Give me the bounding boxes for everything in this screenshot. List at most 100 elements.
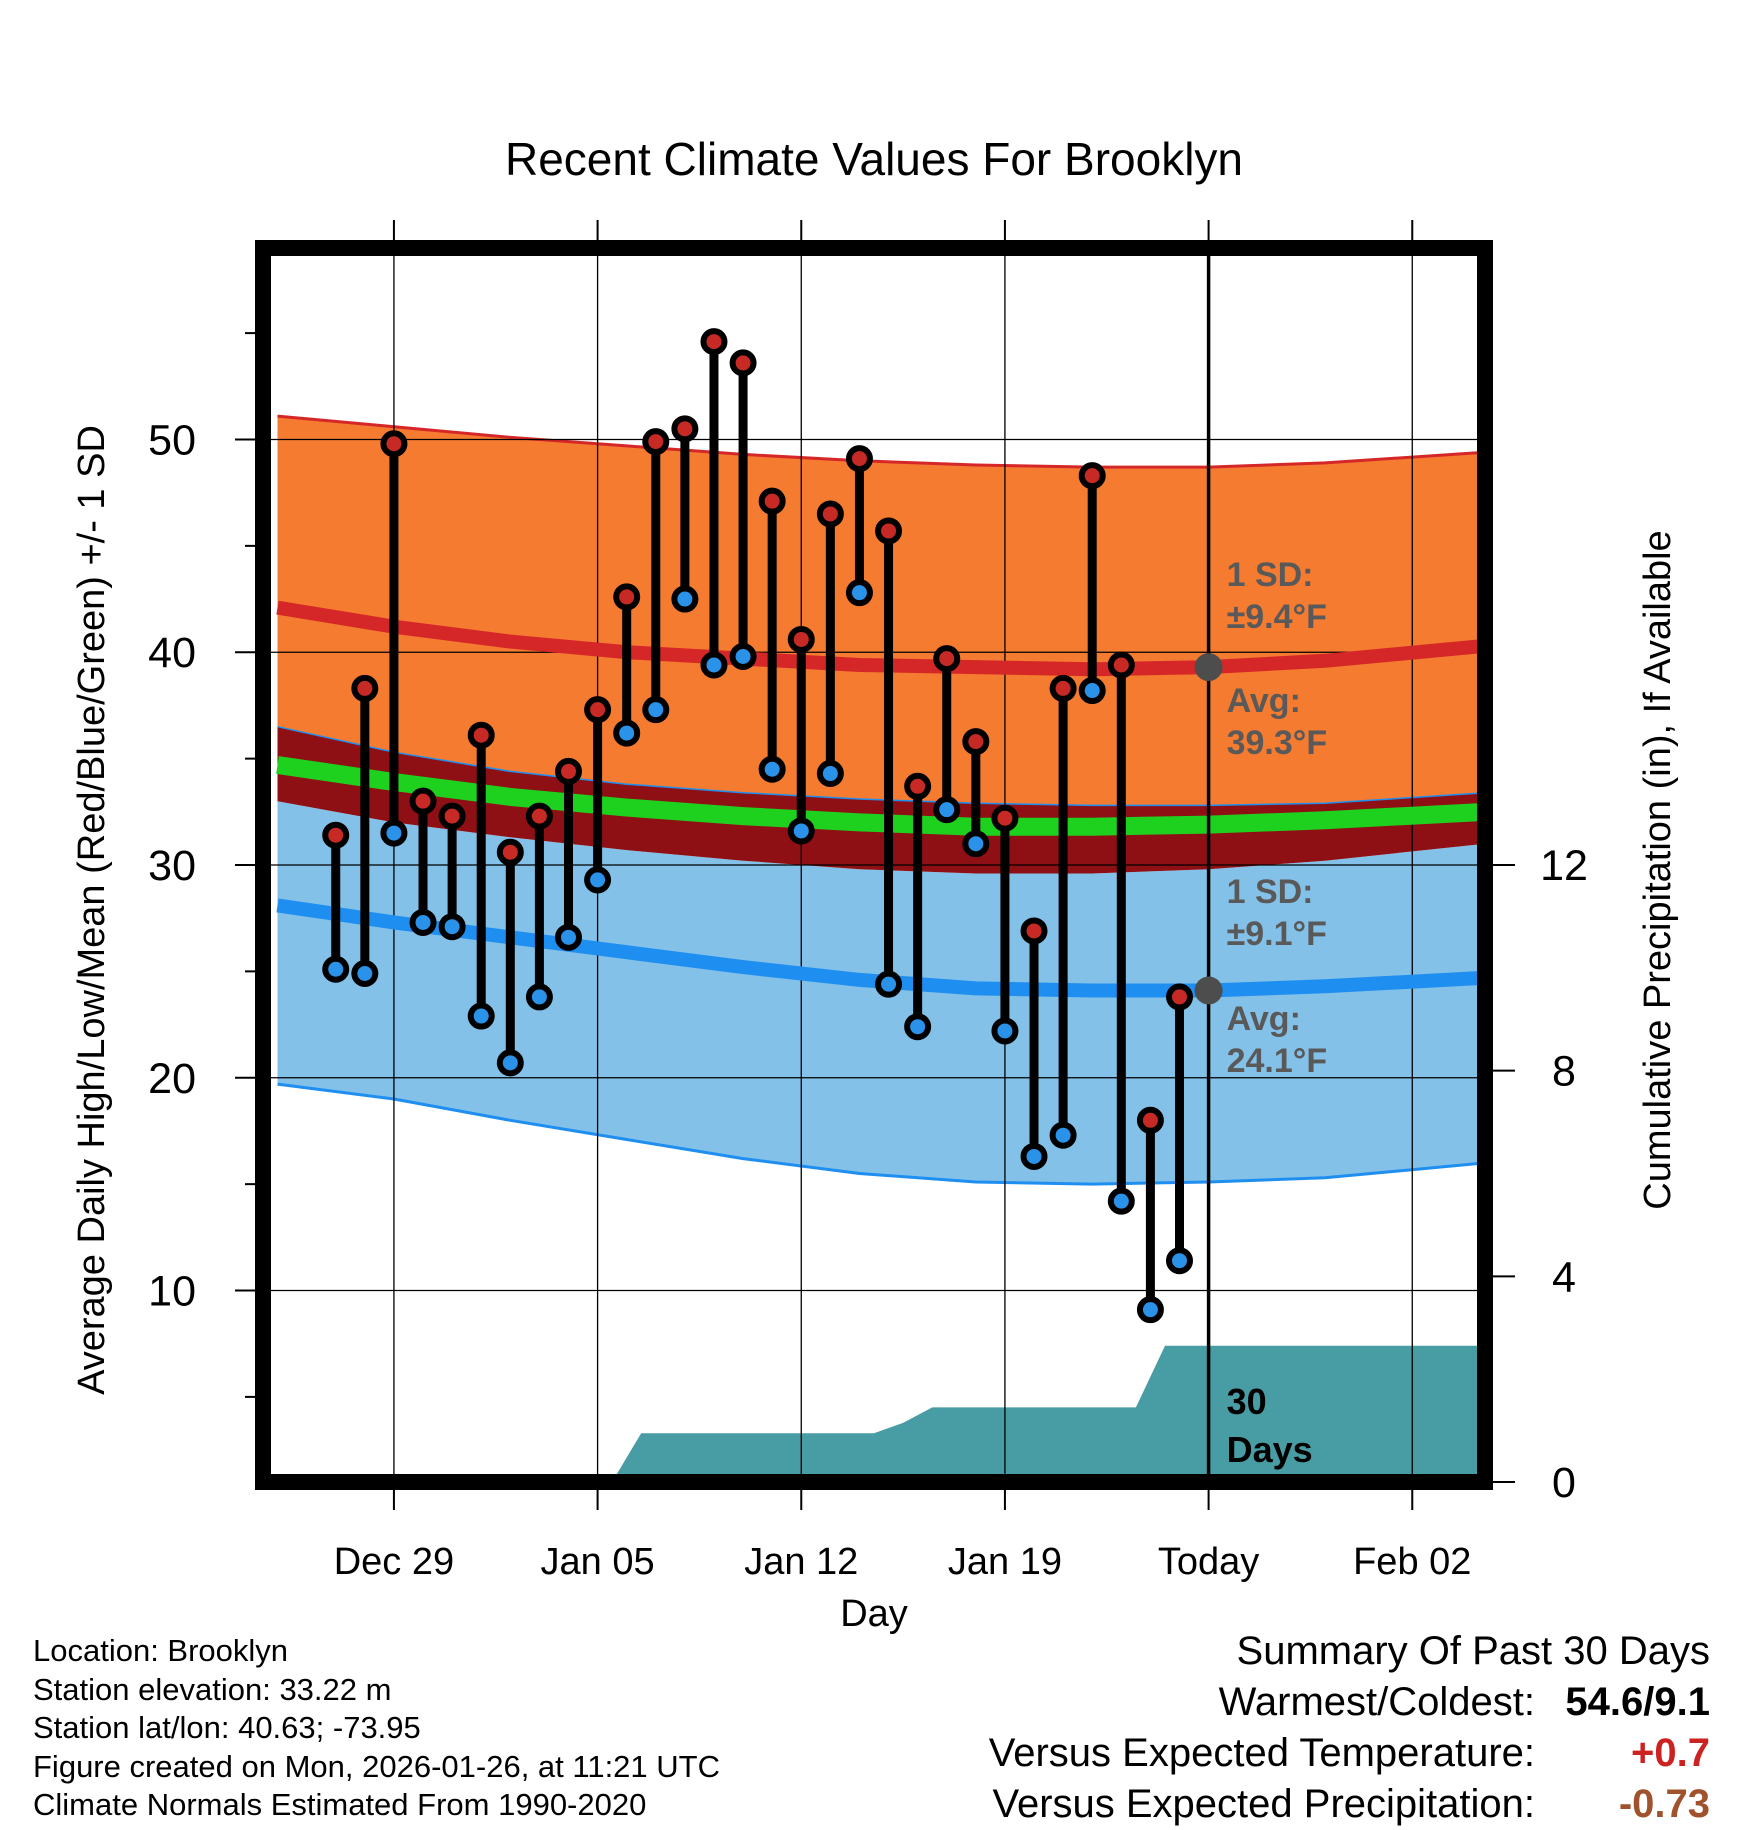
normals-text: Climate Normals Estimated From 1990-2020 (33, 1787, 647, 1822)
obs-high-point (555, 757, 582, 785)
summary-panel: Summary Of Past 30 Days Warmest/Coldest:… (989, 1626, 1710, 1830)
obs-high-point (933, 645, 961, 673)
obs-low-point (1107, 1187, 1135, 1215)
precip-vs-expected-label: Versus Expected Precipitation: (992, 1782, 1535, 1826)
today-high-avg-marker (1194, 653, 1223, 682)
obs-high-point (962, 728, 990, 756)
obs-low-point (700, 651, 728, 679)
obs-low-point (671, 585, 699, 613)
low-avg-value: 24.1°F (1227, 1042, 1328, 1080)
chart-title: Recent Climate Values For Brooklyn (505, 133, 1243, 185)
x-tick-label: Jan 12 (744, 1541, 858, 1583)
obs-high-point (816, 500, 844, 528)
high-avg-label: Avg: (1227, 682, 1301, 720)
low-sd-value: ±9.1°F (1227, 915, 1327, 953)
obs-low-point (933, 796, 961, 824)
obs-low-point (351, 960, 379, 988)
precip-days-label: Days (1227, 1429, 1313, 1470)
warmest-coldest-row: Warmest/Coldest: 54.6/9.1 (989, 1677, 1710, 1728)
obs-high-point (700, 328, 728, 356)
mean-avg-line (276, 756, 1485, 836)
obs-low-point (584, 866, 612, 894)
obs-low-point (525, 983, 553, 1011)
obs-low-point (787, 817, 815, 845)
obs-high-point (613, 583, 641, 611)
x-tick-label: Dec 29 (334, 1541, 454, 1583)
obs-low-point (438, 913, 466, 941)
warmest-coldest-label: Warmest/Coldest: (1218, 1680, 1535, 1724)
obs-low-point (1020, 1142, 1048, 1170)
low-sd-label: 1 SD: (1227, 873, 1314, 911)
obs-low-point (845, 579, 873, 607)
obs-high-point (845, 445, 873, 473)
plot-area: 1 SD: ±9.4°F Avg: 39.3°F 1 SD: ±9.1°F Avg: 24.1… (263, 248, 1485, 1482)
plot-frame (255, 240, 1493, 1490)
obs-high-point (1136, 1106, 1164, 1134)
temp-vs-expected-label: Versus Expected Temperature: (988, 1731, 1535, 1775)
obs-low-point (380, 819, 408, 847)
obs-low-point (758, 755, 786, 783)
obs-low-point (729, 642, 757, 670)
y2-tick-label: 0 (1552, 1459, 1576, 1507)
obs-low-point (962, 830, 990, 858)
y-tick-label: 50 (148, 416, 196, 464)
x-axis-label: Day (840, 1593, 908, 1635)
precip-days-number: 30 (1227, 1381, 1267, 1422)
high-sd-label: 1 SD: (1227, 556, 1314, 594)
obs-low-point (1049, 1121, 1077, 1149)
latlon-text: Station lat/lon: 40.63; -73.95 (33, 1710, 421, 1745)
obs-high-point (380, 430, 408, 458)
obs-low-point (1166, 1247, 1193, 1275)
obs-high-point (729, 349, 757, 377)
temp-vs-expected-row: Versus Expected Temperature: +0.7 (989, 1728, 1710, 1779)
obs-high-point (671, 415, 699, 443)
obs-high-point (875, 517, 903, 545)
obs-high-point (787, 625, 815, 653)
temp-vs-expected-value: +0.7 (1631, 1731, 1710, 1775)
obs-high-point (1049, 674, 1077, 702)
summary-title: Summary Of Past 30 Days (1236, 1629, 1710, 1673)
x-tick-label: Jan 05 (541, 1541, 655, 1583)
created-text: Figure created on Mon, 2026-01-26, at 11… (33, 1748, 720, 1784)
y2-tick-label: 4 (1552, 1253, 1576, 1301)
obs-high-point (758, 487, 786, 515)
obs-low-point (991, 1017, 1019, 1045)
x-tick-label: Jan 19 (948, 1541, 1062, 1583)
obs-high-point (409, 787, 437, 815)
obs-high-point (525, 802, 553, 830)
obs-high-point (642, 428, 670, 456)
obs-low-point (816, 760, 844, 788)
obs-low-point (904, 1013, 932, 1041)
precip-vs-expected-row: Versus Expected Precipitation: -0.73 (989, 1779, 1710, 1830)
y2-tick-label: 8 (1552, 1048, 1576, 1096)
obs-high-point (1166, 983, 1193, 1011)
obs-high-point (322, 821, 350, 849)
obs-low-point (1136, 1296, 1164, 1324)
y2-tick-label: 12 (1540, 842, 1588, 890)
obs-low-point (555, 923, 582, 951)
low-avg-line (276, 898, 1485, 998)
obs-low-point (409, 908, 437, 936)
obs-low-point (613, 719, 641, 747)
high-lower-edge (277, 725, 1485, 807)
obs-high-point (904, 772, 932, 800)
y-axis-label: Average Daily High/Low/Mean (Red/Blue/Gr… (71, 425, 113, 1395)
low-lower-line (277, 1082, 1485, 1186)
obs-high-point (1107, 651, 1135, 679)
obs-low-point (467, 1002, 495, 1030)
y-tick-label: 10 (148, 1268, 196, 1316)
station-info: Location: Brooklyn Station elevation: 33… (33, 1632, 720, 1825)
obs-high-point (1020, 917, 1048, 945)
x-tick-label: Today (1158, 1541, 1259, 1583)
obs-high-point (1078, 462, 1106, 490)
obs-high-point (467, 721, 495, 749)
y-tick-label: 20 (148, 1055, 196, 1103)
obs-high-point (991, 804, 1019, 832)
y2-axis-label: Cumulative Precipitation (in), If Availa… (1637, 530, 1679, 1209)
precip-area (263, 1345, 1485, 1482)
obs-high-point (351, 674, 379, 702)
x-tick-label: Feb 02 (1353, 1541, 1471, 1583)
y-tick-label: 40 (148, 629, 196, 677)
obs-low-point (1078, 677, 1106, 705)
